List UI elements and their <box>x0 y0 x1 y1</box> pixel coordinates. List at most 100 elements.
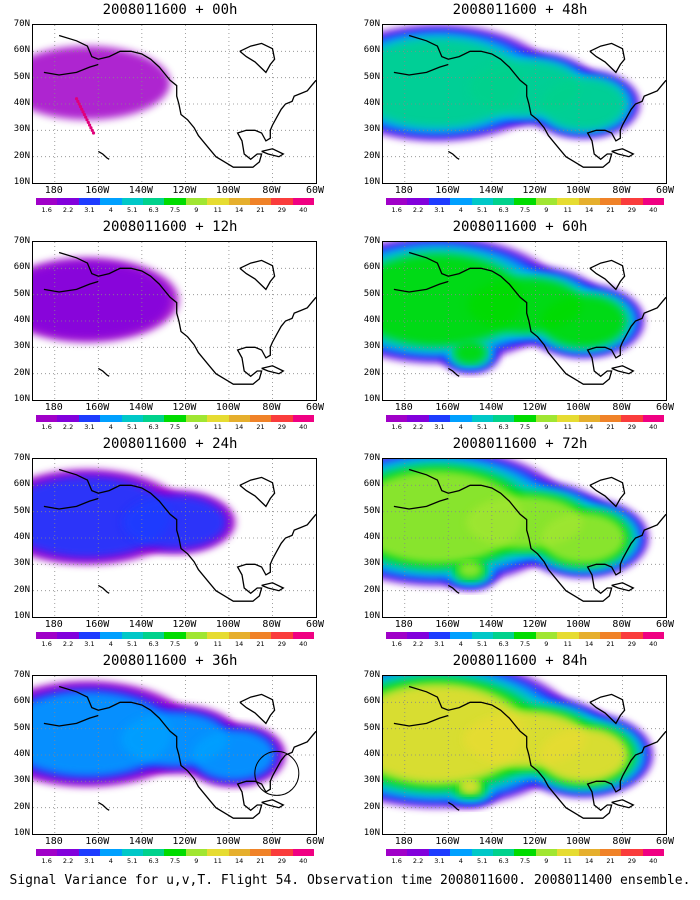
lon-label: 140W <box>478 185 503 196</box>
colorbar-swatch <box>249 198 272 205</box>
colorbar-swatch <box>249 849 272 856</box>
coastline <box>58 685 316 819</box>
colorbar-swatch <box>228 198 250 205</box>
lon-label: 80W <box>262 836 281 847</box>
lon-label: 160W <box>85 402 110 413</box>
colorbar-label: 2.2 <box>62 206 74 214</box>
colorbar-label: 5.1 <box>127 423 138 431</box>
colorbar-swatch <box>492 198 515 205</box>
map-plot <box>382 24 667 184</box>
lon-label: 140W <box>128 619 153 630</box>
lat-label: 60N <box>13 262 30 273</box>
colorbar-swatch <box>164 415 186 422</box>
colorbar-label: 7.5 <box>169 640 181 648</box>
lon-label: 180 <box>394 402 413 413</box>
colorbar-labels: 1.6 2.2 3.1 4 5.1 6.3 7.5 9 11 14 21 29 40 <box>386 206 664 216</box>
colorbar-swatch <box>557 632 579 639</box>
coastline <box>408 34 666 168</box>
coastline <box>97 801 110 811</box>
lon-label: 80W <box>612 402 631 413</box>
colorbar-label: 4 <box>458 423 463 431</box>
colorbar-label: 11 <box>563 640 572 648</box>
lat-label: 70N <box>13 670 30 680</box>
panel-title: 2008011600 + 60h <box>452 219 588 235</box>
lat-label: 60N <box>13 45 30 56</box>
colorbar-swatch <box>407 415 429 422</box>
colorbar-label: 6.3 <box>498 206 509 214</box>
lon-label: 60W <box>305 185 325 196</box>
colorbar-swatch <box>185 849 208 856</box>
lon-label: 100W <box>215 836 240 847</box>
lat-label: 40N <box>363 749 380 759</box>
lon-label: 100W <box>215 185 240 196</box>
lon-label: 140W <box>478 836 503 847</box>
lon-label: 80W <box>612 836 631 847</box>
lon-label: 160W <box>435 402 460 413</box>
lon-label: 140W <box>478 402 503 413</box>
lat-label: 70N <box>363 19 380 29</box>
colorbar-swatch <box>557 198 579 205</box>
colorbar <box>386 198 665 205</box>
coastline <box>43 63 99 76</box>
colorbar-swatch <box>164 632 186 639</box>
colorbar-label: 40 <box>649 640 658 648</box>
colorbar-swatch <box>428 849 451 856</box>
lon-label: 80W <box>612 185 631 196</box>
flight-track-point <box>82 112 86 117</box>
lon-label: 120W <box>522 619 547 630</box>
colorbar-label: 6.3 <box>498 423 509 431</box>
lat-label: 70N <box>363 670 380 680</box>
flight-track-point <box>86 120 90 125</box>
colorbar-swatch <box>471 415 493 422</box>
colorbar-swatch <box>249 415 272 422</box>
colorbar-swatch <box>642 198 665 205</box>
lon-label: 180 <box>44 185 63 196</box>
colorbar-swatch <box>292 415 315 422</box>
colorbar-swatch <box>450 849 472 856</box>
panel-title: 2008011600 + 00h <box>102 2 238 18</box>
colorbar-swatch <box>78 415 101 422</box>
colorbar-label: 3.1 <box>84 857 95 865</box>
colorbar-label: 7.5 <box>519 206 531 214</box>
coastline <box>261 582 285 592</box>
map-panel-p36: 2008011600 + 36h 70N 60N 50N 40N 30N 20N 10N 180… <box>0 653 340 868</box>
lat-label: 20N <box>363 150 380 161</box>
colorbar-label: 11 <box>563 423 572 431</box>
colorbar-swatch <box>207 198 229 205</box>
colorbar-swatch <box>621 849 643 856</box>
lon-label: 160W <box>85 619 110 630</box>
colorbar-swatch <box>228 415 250 422</box>
lon-label: 120W <box>172 836 197 847</box>
colorbar-swatch <box>492 415 515 422</box>
flight-track-point <box>80 107 84 111</box>
colorbar-label: 7.5 <box>519 640 531 648</box>
lat-label: 20N <box>13 801 30 812</box>
lat-label: 40N <box>13 749 30 759</box>
colorbar-label: 6.3 <box>148 640 159 648</box>
colorbar-label: 4 <box>458 857 463 865</box>
colorbar-swatch <box>100 632 122 639</box>
flight-track-point <box>84 115 88 119</box>
lon-label: 120W <box>172 619 197 630</box>
lat-label: 20N <box>363 584 380 595</box>
colorbar-swatch <box>407 632 429 639</box>
lat-label: 40N <box>13 315 30 325</box>
lon-label: 60W <box>655 402 675 413</box>
lon-label: 120W <box>172 185 197 196</box>
lat-label: 70N <box>13 19 30 29</box>
lon-label: 160W <box>435 836 460 847</box>
colorbar-swatch <box>185 632 208 639</box>
colorbar-swatch <box>578 632 600 639</box>
lon-label: 100W <box>215 619 240 630</box>
colorbar-swatch <box>471 198 493 205</box>
panel-title: 2008011600 + 84h <box>452 653 588 669</box>
colorbar-label: 2.2 <box>62 857 74 865</box>
colorbar-labels: 1.6 2.2 3.1 4 5.1 6.3 7.5 9 11 14 21 29 40 <box>36 640 314 650</box>
colorbar-label: 40 <box>299 206 308 214</box>
colorbar-label: 9 <box>194 857 199 865</box>
colorbar-label: 4 <box>458 206 463 214</box>
lon-label: 60W <box>655 619 675 630</box>
colorbar-label: 5.1 <box>477 423 488 431</box>
lat-label: 10N <box>13 828 30 838</box>
colorbar-swatch <box>207 849 229 856</box>
